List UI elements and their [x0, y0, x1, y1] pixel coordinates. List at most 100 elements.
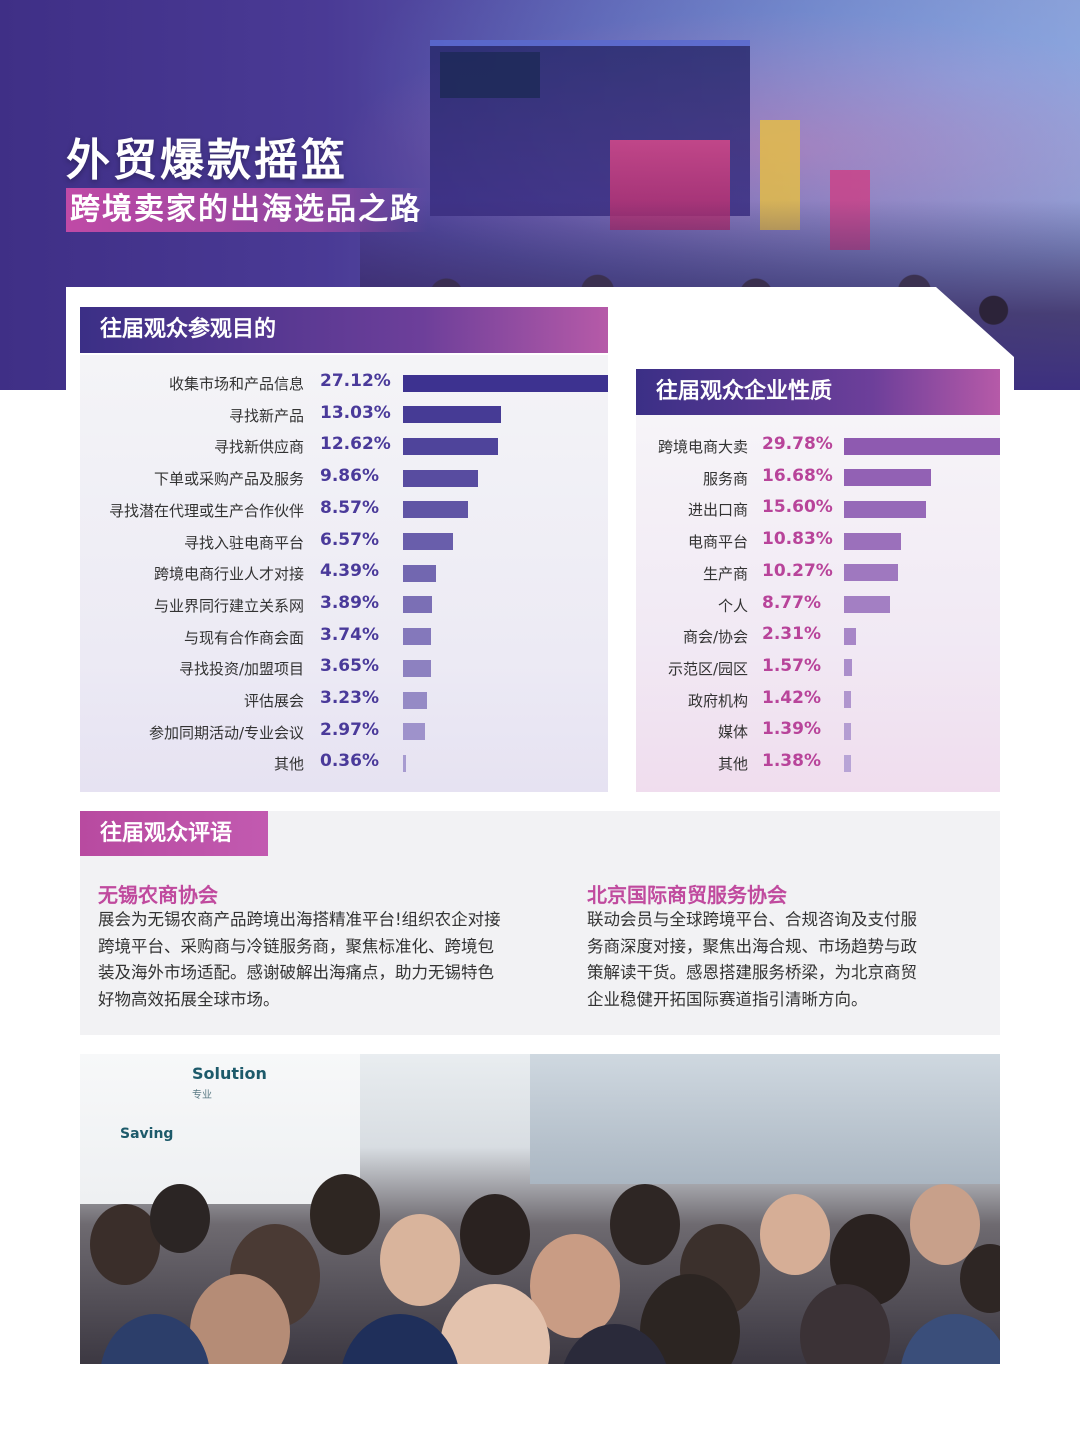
chart-bar: [844, 722, 852, 740]
chart-value-label: 1.42%: [762, 687, 821, 708]
chart-category-label: 寻找投资/加盟项目: [178, 660, 304, 679]
chart-category-label: 服务商: [702, 469, 748, 488]
chart-category-label: 生产商: [702, 564, 748, 583]
purpose-chart-heading: 往届观众参观目的: [80, 307, 608, 353]
chart-bar: [403, 564, 437, 582]
photo-person: [760, 1194, 830, 1275]
chart-bar: [403, 533, 453, 550]
chart-category-label: 寻找新供应商: [213, 438, 304, 457]
comment-text: 展会为无锡农商产品跨境出海搭精准平台!组织农企对接 跨境平台、采购商与冷链服务商…: [98, 907, 501, 1013]
photo-person: [190, 1274, 290, 1364]
comment-line: 好物高效拓展全球市场。: [98, 989, 280, 1009]
photo-person: [800, 1284, 890, 1364]
photo-person: [310, 1174, 380, 1255]
chart-bar: [844, 500, 926, 518]
comment-line: 展会为无锡农商产品跨境出海搭精准平台!组织农企对接: [98, 910, 501, 929]
chart-category-label: 商会/协会: [682, 628, 748, 647]
chart-bar: [403, 659, 431, 677]
chart-value-label: 3.23%: [320, 688, 379, 708]
chart-bar: [403, 754, 406, 772]
purpose-chart-box: [80, 355, 608, 792]
chart-bar: [403, 374, 608, 392]
chart-category-label: 评估展会: [243, 692, 304, 710]
photo-person: [910, 1184, 980, 1265]
photo-person: [150, 1184, 210, 1253]
comment-line: 企业稳健开拓国际赛道指引清晰方向。: [587, 989, 868, 1009]
chart-bar: [403, 628, 432, 646]
chart-bar: [844, 532, 901, 550]
chart-value-label: 12.62%: [320, 434, 391, 455]
comment-text: 联动会员与全球跨境平台、合规咨询及支付服 务商深度对接，聚焦出海合规、市场趋势与…: [587, 907, 917, 1013]
chart-bar: [844, 564, 898, 582]
chart-bar: [844, 659, 853, 677]
chart-value-label: 10.27%: [762, 560, 833, 581]
chart-category-label: 其他: [717, 755, 748, 773]
comment-author: 无锡农商协会: [98, 883, 218, 907]
photo-person: [960, 1244, 1000, 1313]
chart-bar: [403, 723, 426, 741]
photo-booth-wall: [80, 1054, 360, 1204]
chart-value-label: 2.97%: [320, 719, 379, 740]
chart-bar: [844, 469, 932, 487]
chart-category-label: 下单或采购产品及服务: [153, 470, 304, 489]
hero-photo-sign: [440, 52, 540, 98]
hero-title: 外贸爆款摇篮: [66, 135, 348, 186]
chart-category-label: 跨境电商大卖: [657, 438, 748, 456]
photo-hall-background: [530, 1054, 1000, 1184]
comment-line: 务商深度对接，聚焦出海合规、市场趋势与政: [587, 936, 917, 956]
photo-sign-text: Saving: [120, 1126, 174, 1142]
photo-person: [900, 1314, 1000, 1364]
chart-value-label: 8.57%: [320, 497, 379, 518]
chart-category-label: 收集市场和产品信息: [168, 375, 304, 393]
photo-sign-text: 专业: [192, 1090, 212, 1101]
chart-category-label: 示范区/园区: [667, 659, 748, 678]
chart-bar: [844, 754, 852, 772]
chart-value-label: 15.60%: [762, 497, 833, 518]
chart-value-label: 3.74%: [320, 624, 379, 645]
chart-bar: [844, 691, 852, 709]
photo-person: [380, 1214, 460, 1306]
comment-line: 策解读干货。感恩搭建服务桥梁，为北京商贸: [587, 963, 917, 982]
chart-bar: [403, 501, 468, 519]
chart-category-label: 媒体: [717, 723, 748, 742]
chart-value-label: 0.36%: [320, 751, 379, 772]
chart-bar: [403, 469, 478, 487]
chart-category-label: 参加同期活动/专业会议: [148, 723, 304, 742]
comments-heading: 往届观众评语: [80, 811, 268, 856]
chart-value-label: 3.89%: [320, 592, 379, 613]
nature-chart-box: [636, 415, 1000, 792]
photo-crowd: [80, 1164, 1000, 1364]
chart-value-label: 13.03%: [320, 402, 391, 423]
chart-category-label: 跨境电商行业人才对接: [153, 565, 304, 584]
chart-value-label: 1.39%: [762, 719, 821, 740]
chart-bar: [403, 596, 433, 614]
comment-line: 装及海外市场适配。感谢破解出海痛点，助力无锡特色: [98, 963, 494, 982]
photo-person: [460, 1194, 530, 1275]
photo-person: [610, 1184, 680, 1265]
photo-person: [340, 1314, 460, 1364]
chart-value-label: 29.78%: [762, 434, 833, 454]
chart-value-label: 16.68%: [762, 465, 833, 486]
chart-bar: [844, 437, 1000, 455]
chart-value-label: 6.57%: [320, 529, 379, 550]
chart-bar: [844, 627, 857, 645]
chart-category-label: 个人: [717, 596, 748, 615]
chart-category-label: 电商平台: [687, 533, 748, 552]
chart-value-label: 27.12%: [320, 371, 391, 391]
nature-chart-heading: 往届观众企业性质: [636, 369, 1000, 415]
chart-bar: [403, 691, 428, 709]
chart-value-label: 9.86%: [320, 466, 379, 487]
chart-value-label: 10.83%: [762, 529, 833, 550]
chart-category-label: 与业界同行建立关系网: [153, 596, 304, 615]
chart-bar: [844, 596, 890, 613]
chart-value-label: 1.38%: [762, 751, 821, 771]
chart-value-label: 4.39%: [320, 561, 379, 582]
chart-category-label: 其他: [273, 755, 304, 774]
chart-value-label: 8.77%: [762, 592, 821, 613]
chart-category-label: 进出口商: [687, 501, 748, 520]
photo-person: [90, 1204, 160, 1285]
chart-value-label: 2.31%: [762, 624, 821, 645]
chart-bar: [403, 406, 502, 424]
chart-value-label: 3.65%: [320, 656, 379, 677]
chart-category-label: 寻找入驻电商平台: [183, 533, 304, 552]
